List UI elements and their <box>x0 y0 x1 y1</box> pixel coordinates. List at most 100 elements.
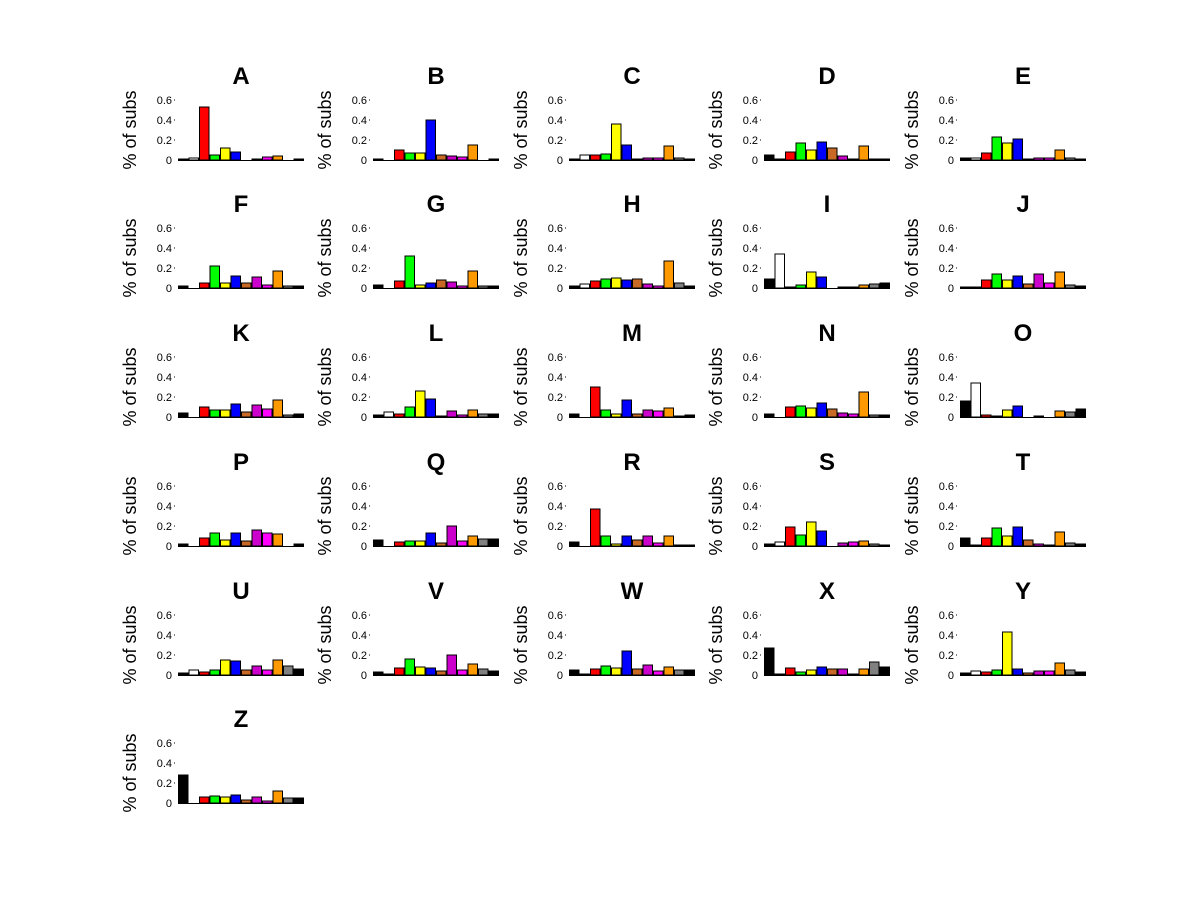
y-tick-label: 0.6 <box>548 352 563 364</box>
bar <box>1054 410 1065 418</box>
bar <box>1054 149 1065 161</box>
y-tick-label: 0.2 <box>743 521 758 533</box>
bar <box>415 284 426 289</box>
y-axis-label: % of subs <box>706 90 726 169</box>
bar <box>621 650 632 676</box>
y-axis-label: % of subs <box>315 90 335 169</box>
y-tick-label: 0.2 <box>939 650 954 662</box>
bar <box>674 669 685 676</box>
bar <box>241 282 252 289</box>
bar <box>478 538 489 547</box>
y-tick-label: 0.4 <box>939 372 954 384</box>
bar <box>220 659 231 676</box>
bar <box>764 278 775 289</box>
y-tick-label: 0 <box>361 283 367 295</box>
bar <box>209 795 220 804</box>
panel-Y: Y % of subs 0 0.2 0.4 0.6 <box>902 578 1086 685</box>
bar <box>590 154 601 161</box>
bar <box>251 276 262 289</box>
panel-title: A <box>232 63 249 90</box>
panel-title: G <box>427 191 446 218</box>
bar <box>373 284 384 289</box>
bar <box>446 410 457 418</box>
bar <box>600 535 611 547</box>
bar <box>795 405 806 418</box>
bar <box>1002 279 1013 289</box>
y-axis-label: % of subs <box>120 476 140 555</box>
y-tick-label: 0.4 <box>743 243 758 255</box>
bar <box>457 414 468 418</box>
bar <box>251 404 262 418</box>
panel-title: M <box>622 320 642 347</box>
y-tick-label: 0.6 <box>939 610 954 622</box>
bar <box>262 532 273 547</box>
y-tick-label: 0 <box>361 541 367 553</box>
bar <box>1075 671 1086 676</box>
panel-X: X % of subs 0 0.2 0.4 0.6 <box>706 578 890 685</box>
bar <box>774 158 785 161</box>
bar <box>663 145 674 161</box>
y-axis-label: % of subs <box>315 476 335 555</box>
y-tick-label: 0 <box>752 283 758 295</box>
bar <box>446 281 457 289</box>
bar <box>981 537 992 547</box>
y-tick-label: 0.6 <box>939 95 954 107</box>
bar <box>293 543 304 547</box>
panel-title: X <box>819 578 835 605</box>
y-tick-label: 0.6 <box>352 610 367 622</box>
bar <box>970 286 981 289</box>
y-tick-label: 0.2 <box>352 135 367 147</box>
y-tick-label: 0.2 <box>743 135 758 147</box>
bar <box>806 521 817 547</box>
bar <box>611 543 622 547</box>
y-tick-label: 0.6 <box>939 352 954 364</box>
y-tick-label: 0.6 <box>157 738 172 750</box>
bar <box>632 278 643 289</box>
y-tick-label: 0.4 <box>157 372 172 384</box>
bar <box>774 541 785 547</box>
bar <box>446 525 457 547</box>
bar <box>1065 157 1076 161</box>
panel-R: R % of subs 0 0.2 0.4 0.6 <box>511 449 695 556</box>
bar <box>1002 631 1013 676</box>
bar <box>653 542 664 547</box>
bar <box>404 152 415 161</box>
bar <box>1002 142 1013 161</box>
bar <box>837 412 848 418</box>
y-tick-label: 0.4 <box>352 630 367 642</box>
panel-L: L % of subs 0 0.2 0.4 0.6 <box>315 320 499 427</box>
y-tick-label: 0 <box>752 541 758 553</box>
bar <box>1044 670 1055 676</box>
y-tick-label: 0.2 <box>939 521 954 533</box>
bar <box>230 532 241 547</box>
panel-title: D <box>818 63 835 90</box>
bar <box>816 530 827 547</box>
y-tick-label: 0.2 <box>743 650 758 662</box>
bar <box>178 543 189 547</box>
bar <box>991 415 1002 418</box>
bar <box>383 673 394 676</box>
bar <box>425 119 436 161</box>
y-axis-label: % of subs <box>120 605 140 684</box>
bar <box>848 158 859 161</box>
y-tick-label: 0.4 <box>548 630 563 642</box>
bar <box>848 286 859 289</box>
bar <box>1075 285 1086 289</box>
bar <box>1054 531 1065 547</box>
bar <box>230 660 241 676</box>
y-tick-label: 0.6 <box>548 95 563 107</box>
panel-title: V <box>428 578 444 605</box>
bar <box>262 408 273 418</box>
bar <box>230 151 241 161</box>
bar <box>199 406 210 418</box>
y-tick-label: 0.2 <box>548 263 563 275</box>
y-tick-label: 0.6 <box>157 352 172 364</box>
bar <box>858 391 869 418</box>
bar <box>1033 157 1044 161</box>
bar <box>960 286 971 289</box>
y-tick-label: 0.4 <box>743 630 758 642</box>
bar <box>632 539 643 547</box>
y-tick-label: 0.6 <box>157 610 172 622</box>
y-tick-label: 0.4 <box>548 115 563 127</box>
y-tick-label: 0.4 <box>548 501 563 513</box>
